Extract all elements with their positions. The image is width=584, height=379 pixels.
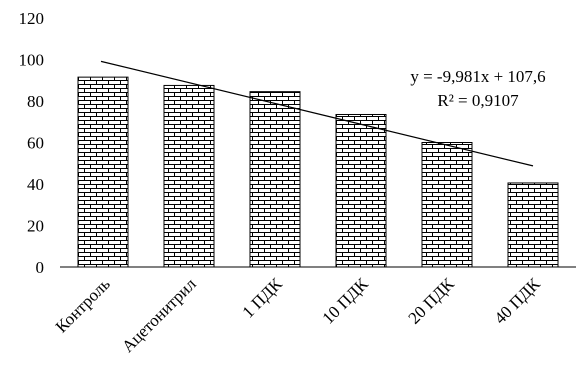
y-tick-label: 120 bbox=[19, 9, 45, 28]
y-tick-label: 20 bbox=[27, 217, 44, 236]
trendline-equation-label: y = -9,981x + 107,6 bbox=[410, 67, 545, 86]
y-tick-label: 60 bbox=[27, 134, 44, 153]
x-category-label: 20 ПДК bbox=[404, 274, 458, 328]
y-tick-label: 100 bbox=[19, 51, 45, 70]
bar bbox=[163, 84, 215, 268]
bar bbox=[507, 182, 559, 268]
bar bbox=[421, 142, 473, 268]
bar bbox=[77, 76, 129, 268]
x-category-label: 10 ПДК bbox=[318, 274, 372, 328]
x-category-label: Контроль bbox=[52, 274, 114, 336]
x-category-label: 1 ПДК bbox=[238, 274, 286, 322]
x-category-label: 40 ПДК bbox=[490, 274, 544, 328]
trendline-r2-label: R² = 0,9107 bbox=[437, 91, 519, 110]
bars-group bbox=[77, 76, 559, 268]
y-axis-tick-labels: 0 20 40 60 80 100 120 bbox=[19, 9, 45, 277]
x-axis-category-labels: Контроль Ацетонитрил 1 ПДК 10 ПДК 20 ПДК 40 П… bbox=[52, 274, 545, 356]
y-tick-label: 0 bbox=[36, 258, 45, 277]
x-category-label: Ацетонитрил bbox=[118, 274, 200, 356]
y-tick-label: 80 bbox=[27, 92, 44, 111]
trendline bbox=[100, 60, 534, 167]
bar bbox=[249, 91, 301, 268]
bar bbox=[335, 113, 387, 268]
y-tick-label: 40 bbox=[27, 175, 44, 194]
